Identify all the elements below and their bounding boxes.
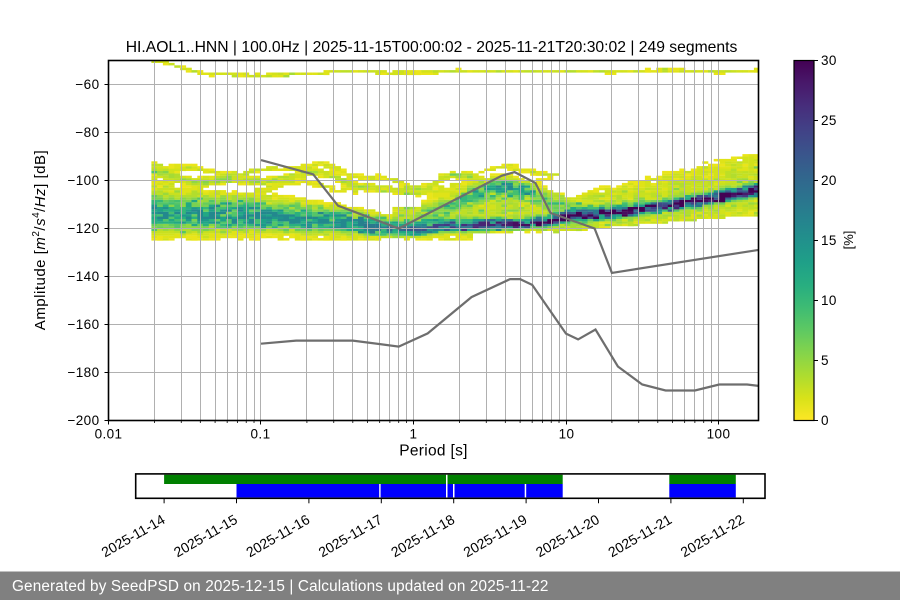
svg-text:Amplitude [m2/s4/Hz] [dB]: Amplitude [m2/s4/Hz] [dB]	[31, 150, 49, 330]
svg-text:15: 15	[821, 233, 837, 248]
svg-text:0.01: 0.01	[95, 427, 123, 442]
svg-text:10: 10	[821, 293, 837, 308]
svg-text:5: 5	[821, 353, 829, 368]
svg-text:−160: −160	[67, 317, 99, 332]
svg-text:−100: −100	[67, 173, 99, 188]
svg-text:−180: −180	[67, 365, 99, 380]
svg-text:−120: −120	[67, 221, 99, 236]
svg-text:0: 0	[821, 413, 829, 428]
svg-text:−200: −200	[67, 413, 99, 428]
svg-text:Period [s]: Period [s]	[399, 443, 467, 460]
svg-text:25: 25	[821, 113, 837, 128]
svg-text:−60: −60	[75, 77, 99, 92]
svg-text:20: 20	[821, 173, 837, 188]
svg-text:0.1: 0.1	[251, 427, 271, 442]
svg-text:30: 30	[821, 53, 837, 68]
svg-text:−80: −80	[75, 125, 99, 140]
svg-text:10: 10	[559, 427, 575, 442]
svg-text:[%]: [%]	[841, 231, 856, 250]
svg-text:1: 1	[410, 427, 418, 442]
svg-text:HI.AOL1..HNN | 100.0Hz | 2025-: HI.AOL1..HNN | 100.0Hz | 2025-11-15T00:0…	[126, 39, 738, 56]
svg-text:−140: −140	[67, 269, 99, 284]
svg-text:100: 100	[707, 427, 731, 442]
svg-text:Generated by SeedPSD on 2025-1: Generated by SeedPSD on 2025-12-15 | Cal…	[12, 578, 549, 595]
